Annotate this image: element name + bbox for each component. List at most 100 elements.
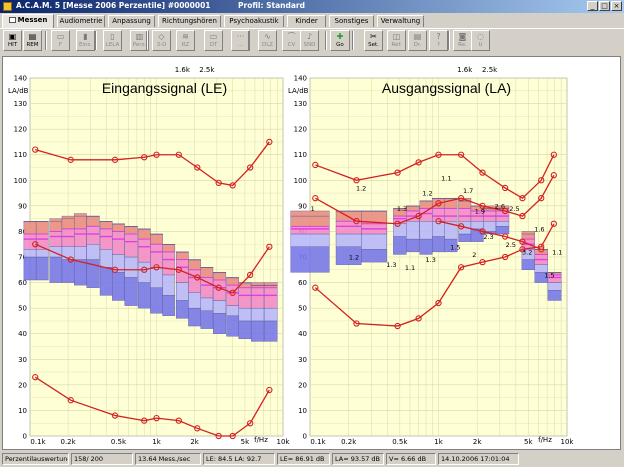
percentile-box	[86, 215, 100, 227]
curve-mid-lower	[314, 223, 555, 327]
y-tick-label: 100	[294, 177, 307, 185]
tab-messen[interactable]: Messen	[2, 14, 54, 28]
tab-richtungshören[interactable]: Richtungshören	[158, 15, 221, 27]
percentile-box	[212, 313, 227, 334]
toolbar-button-perz[interactable]: ▥ Perz.	[130, 30, 149, 51]
toolbar-button-rz[interactable]: ≋ RZ	[176, 30, 195, 51]
percentile-box	[212, 272, 227, 281]
curve-point	[538, 243, 545, 250]
toolbar-button-?[interactable]: ??	[429, 30, 448, 51]
tab-audiometrie[interactable]: Audiometrie	[57, 15, 105, 27]
y-tick-label: 60	[18, 279, 27, 287]
percentile-box	[150, 244, 163, 253]
curve-point	[111, 156, 119, 163]
tab-label: Audiometrie	[59, 17, 103, 25]
percentile-box	[200, 267, 214, 278]
toolbar-button-go[interactable]: ✚ Go	[330, 30, 350, 51]
toolbar-separator	[146, 31, 148, 50]
toolbar-button-ref[interactable]: ◫ Ref.	[387, 30, 406, 51]
value-label: 1.2	[349, 254, 359, 262]
close-button[interactable]: ×	[611, 1, 622, 11]
percentile-box	[521, 231, 535, 235]
curve-point	[247, 420, 254, 427]
curve-point	[194, 274, 201, 281]
toolbar-button-label: CV	[287, 42, 296, 48]
hit-icon: ▣	[8, 32, 17, 41]
toolbar-button-rem[interactable]: ▤ REM	[23, 30, 42, 51]
percentile-box	[361, 233, 387, 250]
tab-verwaltung[interactable]: Verwaltung	[377, 15, 424, 27]
y-tick-label: 10	[18, 407, 27, 415]
percentile-box	[23, 220, 37, 222]
toolbar-button-3d[interactable]: ◇ 3-D	[152, 30, 171, 51]
toolbar-button-cv[interactable]: ⌒ CV	[282, 30, 301, 51]
percentile-box	[226, 292, 239, 306]
percentile-box	[200, 284, 214, 299]
curve-point	[501, 253, 509, 261]
curve-point	[194, 164, 201, 171]
toolbar-button-re[interactable]: ◙ Re.	[453, 30, 472, 51]
percentile-box	[483, 220, 497, 232]
measure-icon	[8, 17, 16, 23]
curve-point	[501, 207, 509, 215]
status-field: 158/ 200	[71, 453, 133, 465]
percentile-box	[112, 223, 125, 225]
x-tick-label: 1k	[434, 438, 443, 446]
value-label: 1.7	[463, 187, 473, 195]
value-label: 1.5	[544, 271, 554, 279]
toolbar-button-label: 3-D	[156, 42, 167, 48]
minimize-button[interactable]: _	[587, 1, 598, 11]
curve-point	[501, 233, 509, 240]
percentile-box	[226, 315, 239, 337]
toolbar-button-einz[interactable]: ▮ Einz.	[76, 30, 95, 51]
toolbar-button-set[interactable]: ✂ Set.	[364, 30, 383, 51]
y-tick-label: 30	[298, 356, 307, 364]
toolbar-button-dlz[interactable]: ∿ DLZ	[258, 30, 277, 51]
percentile-box	[49, 220, 63, 232]
y-tick-label: 130	[294, 100, 307, 108]
percentile-box	[212, 300, 227, 314]
toolbar-button-lela[interactable]: ▯ LELA	[103, 30, 122, 51]
toolbar-button-snd[interactable]: ♪ SND	[300, 30, 319, 51]
maximize-button[interactable]: □	[599, 1, 610, 11]
toolbar-button-dt[interactable]: ▭ DT	[204, 30, 223, 51]
percentile-box	[361, 210, 387, 212]
tab-anpassung[interactable]: Anpassung	[108, 15, 155, 27]
toolbar-button-label: LELA	[105, 42, 120, 48]
percentile-box	[162, 251, 176, 260]
percentile-box	[99, 220, 113, 222]
percentile-box	[162, 295, 176, 317]
curve-point	[479, 169, 486, 176]
percentile-box	[361, 249, 387, 263]
toolbar-separator	[448, 31, 450, 50]
y-tick-label: 140	[294, 75, 307, 83]
tab-psychoakustik[interactable]: Psychoakustik	[224, 15, 284, 27]
y-tick-label: 40	[298, 330, 307, 338]
toolbar-button-f[interactable]: ▭ F	[51, 30, 70, 51]
y-tick-label: 0	[303, 433, 307, 441]
tab-sonstiges[interactable]: Sonstiges	[329, 15, 374, 27]
percentile-box	[137, 228, 151, 240]
tab-label: Richtungshören	[162, 17, 217, 25]
x-tick-label: 0.1k	[30, 438, 46, 446]
curve-point	[353, 320, 360, 327]
y-tick-label: 30	[18, 356, 27, 364]
percentile-box	[23, 249, 37, 258]
toolbar-button-u[interactable]: ◌ U	[471, 30, 490, 51]
curve-point	[266, 243, 273, 250]
tab-kinder[interactable]: Kinder	[287, 15, 326, 27]
tab-label: Messen	[17, 16, 48, 24]
value-label: 2.6	[495, 202, 505, 210]
percentile-box	[290, 233, 330, 247]
percentile-box	[419, 220, 433, 240]
percentile-box	[226, 277, 239, 286]
curve-point	[229, 432, 236, 440]
curve-point	[67, 256, 74, 263]
curve-point	[394, 322, 401, 330]
toolbar-button-[interactable]: ···...	[231, 30, 250, 51]
percentile-box	[238, 295, 252, 309]
percentile-box	[521, 259, 535, 270]
toolbar-button-dr[interactable]: ▤ Dr.	[408, 30, 427, 51]
toolbar-button-hit[interactable]: ▣ HIT	[3, 30, 22, 51]
percentile-box	[175, 282, 189, 301]
